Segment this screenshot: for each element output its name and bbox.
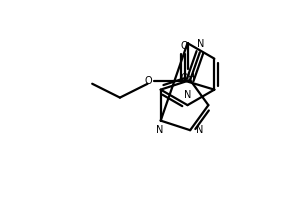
Text: N: N [184,90,191,100]
Text: O: O [144,76,152,86]
Text: O: O [181,41,188,51]
Text: OH: OH [180,73,195,83]
Text: N: N [197,39,205,49]
Text: N: N [156,125,163,135]
Text: N: N [196,125,203,135]
